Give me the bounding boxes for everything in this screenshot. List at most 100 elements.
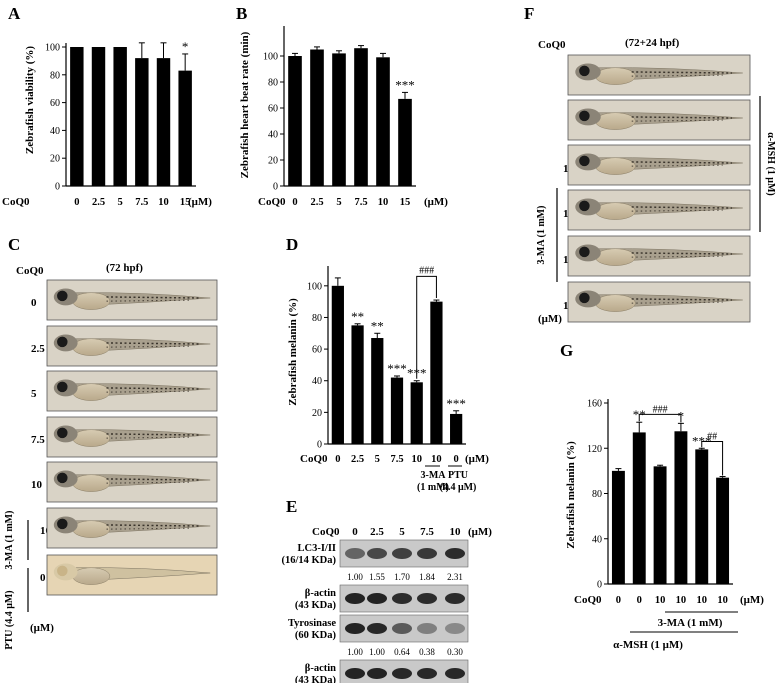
- chart-g-category-label: 10: [697, 595, 708, 606]
- chart-b-ytick-label: 20: [268, 156, 278, 167]
- panel-e-blot-band: [392, 668, 412, 679]
- panel-e-quant-value: 0.30: [447, 647, 463, 657]
- chart-a-bar: [91, 47, 106, 186]
- panel-c-fish-image: [46, 416, 218, 458]
- panel-e-western-blot: CoQ0 (μM) 0 2.5 5 7.5 10 LC3-I/II(16/14 KDa) 1…: [281, 526, 492, 683]
- panel-e-blot-name: β-actin: [305, 588, 336, 599]
- fish-pigment-stripe: [631, 252, 732, 255]
- panel-letter-e: E: [286, 497, 297, 516]
- fish-yolk: [595, 248, 636, 266]
- chart-b-coq0-label: CoQ0: [258, 196, 286, 208]
- fish-pigment-stripe: [631, 301, 723, 304]
- fish-yolk: [72, 474, 111, 492]
- panel-letter-a: A: [8, 4, 21, 23]
- fish-eye: [579, 200, 590, 212]
- panel-c-row-label: 10: [40, 525, 52, 537]
- panel-f-unit: (μM): [538, 313, 562, 325]
- chart-b-bar: [310, 49, 324, 186]
- chart-b-bar: [398, 98, 412, 186]
- panel-letter-c: C: [8, 235, 20, 254]
- chart-a-ytick-label: 80: [50, 70, 60, 81]
- fish-pigment-stripe: [106, 387, 201, 390]
- fish-eye: [57, 290, 68, 302]
- chart-a-bar: [113, 47, 127, 186]
- chart-g-ytick-label: 40: [592, 534, 602, 545]
- chart-b-bar: [332, 53, 346, 187]
- panel-c-fish-image: [46, 325, 218, 367]
- panel-e-coq0-label: CoQ0: [312, 526, 340, 538]
- chart-b-ytick-label: 0: [273, 182, 278, 193]
- chart-b-category-label: 7.5: [354, 197, 367, 208]
- fish-yolk: [72, 567, 111, 585]
- chart-b-unit: (μM): [424, 196, 448, 208]
- chart-d-bar: [450, 413, 463, 444]
- fish-eye: [579, 110, 590, 122]
- fish-pigment-stripe: [631, 74, 723, 77]
- chart-a-bar: [70, 47, 84, 186]
- panel-e-blot-size: (43 KDa): [295, 675, 337, 683]
- chart-a-category-label: 0: [74, 197, 79, 208]
- panel-c-coq0-label: CoQ0: [16, 265, 44, 277]
- chart-g-bar: [653, 466, 667, 584]
- panel-f-fish-image: [567, 54, 751, 96]
- chart-b-ylabel: Zebrafish heart beat rate (min): [239, 31, 251, 178]
- fish-yolk: [595, 202, 636, 220]
- panel-e-blot-band: [445, 668, 465, 679]
- chart-b-bar: [376, 57, 390, 186]
- panel-e-blot-band: [445, 593, 465, 604]
- chart-b-bar: [354, 48, 368, 187]
- panel-e-quant-value: 1.00: [347, 572, 363, 582]
- chart-a-ytick-label: 100: [45, 43, 60, 54]
- panel-e-blot-band: [417, 668, 437, 679]
- chart-g-bar: [695, 449, 709, 584]
- panel-f-fish-image: [567, 281, 751, 323]
- fish-eye: [57, 472, 68, 484]
- panel-e-conc-label: 7.5: [420, 526, 434, 538]
- chart-d-ytick-label: 60: [312, 345, 322, 356]
- fish-pigment-stripe: [106, 299, 192, 302]
- fish-pigment-stripe: [106, 296, 201, 299]
- fish-eye: [57, 336, 68, 348]
- panel-f-msh-label: α-MSH (1 μM): [765, 132, 776, 195]
- chart-g-category-label: 10: [717, 595, 728, 606]
- panel-e-quant-value: 2.31: [447, 572, 463, 582]
- fish-pigment-stripe: [106, 390, 192, 393]
- chart-g-category-label: 0: [616, 595, 621, 606]
- panel-e-blot-band: [392, 548, 412, 559]
- chart-d-unit: (μM): [465, 453, 489, 465]
- fish-yolk: [72, 383, 111, 401]
- fish-pigment-stripe: [631, 119, 723, 122]
- chart-d-significance: ***: [387, 361, 407, 376]
- fish-yolk: [72, 338, 111, 356]
- chart-g-coq0-label: CoQ0: [574, 594, 602, 606]
- chart-g-bar: [674, 431, 688, 584]
- chart-a-ytick-label: 60: [50, 98, 60, 109]
- chart-a-bar: [156, 58, 171, 187]
- panel-e-blot-name: β-actin: [305, 663, 336, 674]
- fish-pigment-stripe: [106, 345, 192, 348]
- panel-e-quant-value: 1.00: [369, 647, 385, 657]
- panel-letter-d: D: [286, 235, 298, 254]
- chart-d-ytick-label: 40: [312, 376, 322, 387]
- panel-c-row-label: 10: [31, 479, 43, 491]
- chart-d-ptu-label: PTU: [448, 470, 468, 481]
- panel-c-row-label: 2.5: [31, 343, 45, 355]
- chart-g-unit: (μM): [740, 594, 764, 606]
- fish-pigment-stripe: [106, 436, 192, 439]
- chart-d-3ma-dose: (1 mM): [417, 482, 449, 493]
- chart-d-category-label: 5: [375, 454, 380, 465]
- chart-b-bar: [288, 56, 302, 186]
- panel-e-blot-band: [392, 593, 412, 604]
- chart-d-ptu-dose: (4.4 μM): [440, 482, 477, 493]
- chart-g-significance: ***: [692, 433, 712, 448]
- panel-e-blot-band: [367, 623, 387, 634]
- chart-d-bar: [371, 338, 384, 444]
- fish-yolk: [595, 112, 636, 130]
- panel-e-conc-label: 10: [450, 526, 462, 538]
- chart-d-ytick-label: 0: [317, 440, 322, 451]
- panel-f-fish-images: CoQ0 (72+24 hpf) (μM) α-MSH (1 μM) 3-MA …: [536, 37, 776, 325]
- chart-b-category-label: 2.5: [310, 197, 323, 208]
- chart-d-bar: [331, 285, 344, 444]
- chart-g-3ma-label: 3-MA (1 mM): [658, 617, 723, 629]
